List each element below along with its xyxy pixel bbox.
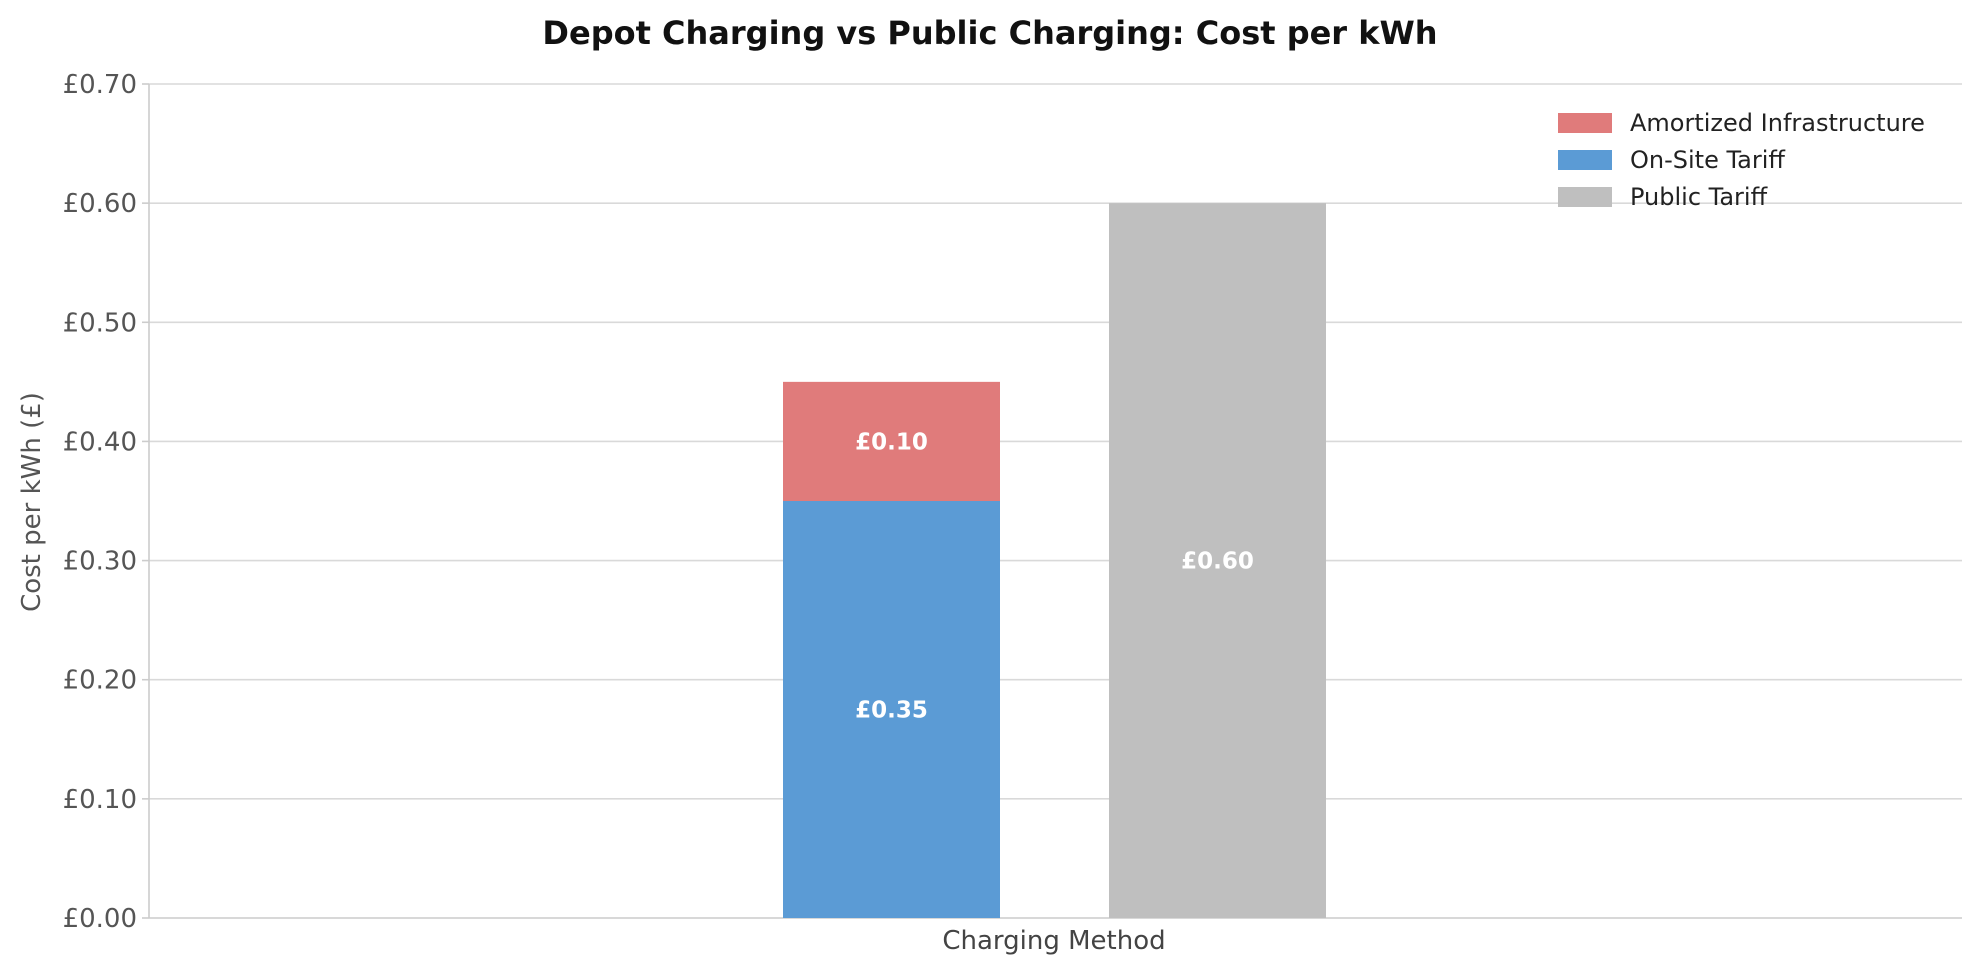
y-tick-label: £0.60 — [63, 189, 137, 219]
legend-item-amortized-infrastructure: Amortized Infrastructure — [1558, 104, 1925, 141]
y-tick-label: £0.10 — [63, 785, 137, 815]
bar-segment — [783, 381, 1000, 501]
y-tick-label: £0.40 — [63, 427, 137, 457]
bar-segment — [1109, 203, 1326, 919]
legend: Amortized Infrastructure On-Site Tariff … — [1558, 104, 1925, 215]
legend-item-public-tariff: Public Tariff — [1558, 178, 1925, 215]
y-tick-label: £0.20 — [63, 666, 137, 696]
x-axis-label: Charging Method — [942, 926, 1166, 956]
legend-label: On-Site Tariff — [1630, 145, 1785, 174]
legend-label: Amortized Infrastructure — [1630, 108, 1925, 137]
data-label: £0.60 — [1181, 549, 1254, 575]
y-tick-label: £0.00 — [63, 904, 137, 934]
bar-segment — [783, 501, 1000, 918]
chart-title: Depot Charging vs Public Charging: Cost … — [542, 14, 1438, 52]
legend-swatch — [1558, 149, 1612, 170]
legend-item-on-site-tariff: On-Site Tariff — [1558, 141, 1925, 178]
legend-swatch — [1558, 186, 1612, 207]
y-tick-label: £0.70 — [63, 70, 137, 100]
legend-label: Public Tariff — [1630, 182, 1768, 211]
y-tick-label: £0.30 — [63, 547, 137, 577]
data-label: £0.10 — [855, 429, 928, 455]
legend-swatch — [1558, 112, 1612, 133]
data-label: £0.35 — [855, 698, 928, 724]
y-tick-label: £0.50 — [63, 308, 137, 338]
